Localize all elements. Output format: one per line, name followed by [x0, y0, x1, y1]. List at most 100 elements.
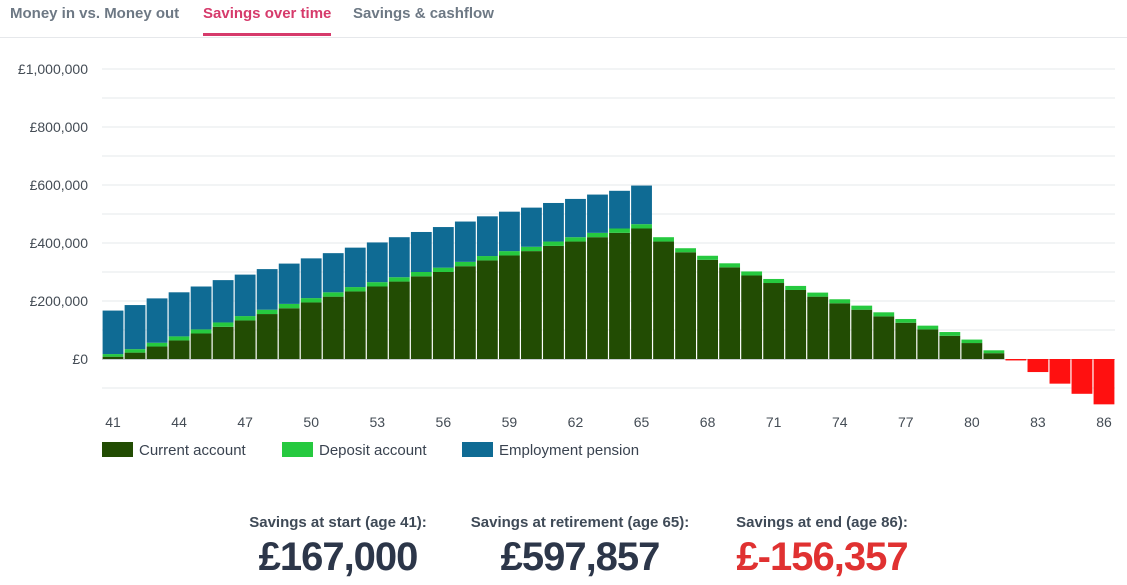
y-tick-label: £1,000,000: [18, 61, 88, 77]
x-tick-label: 74: [832, 414, 848, 430]
bar-segment: [983, 350, 1005, 354]
bar-segment: [168, 340, 190, 359]
chart-bars: [102, 185, 1115, 405]
bar-segment: [102, 310, 124, 355]
bar-segment: [190, 333, 212, 359]
y-tick-label: £200,000: [30, 293, 89, 309]
bar-segment: [190, 286, 212, 330]
bar-segment: [388, 237, 410, 278]
bar-segment: [741, 275, 763, 359]
legend-item-current-account[interactable]: Current account: [102, 442, 246, 459]
tab-savings-over-time[interactable]: Savings over time: [203, 0, 332, 36]
bar-segment: [278, 303, 300, 309]
bar-segment: [410, 231, 432, 272]
bar-segment: [124, 349, 146, 353]
bar-segment: [476, 260, 498, 359]
x-tick-label: 80: [964, 414, 980, 430]
chart-gridlines: [102, 68, 1115, 389]
bar-segment: [983, 353, 1005, 359]
x-tick-label: 50: [303, 414, 319, 430]
x-tick-label: 53: [369, 414, 385, 430]
bar-segment: [190, 329, 212, 334]
bar-segment: [565, 237, 586, 242]
bar-segment: [498, 211, 520, 252]
bar-segment: [388, 277, 410, 282]
bar-segment: [432, 272, 454, 359]
bar-segment: [565, 198, 586, 238]
bar-segment: [344, 247, 366, 288]
bar-segment: [278, 263, 300, 304]
bar-segment: [212, 326, 234, 359]
bar-segment: [961, 343, 983, 359]
bar-segment: [653, 237, 674, 242]
legend-item-deposit-account[interactable]: Deposit account: [282, 442, 427, 459]
summary-end-value: £-156,357: [736, 535, 908, 579]
tab-money-in-vs-out[interactable]: Money in vs. Money out: [10, 5, 180, 22]
bar-segment: [388, 281, 410, 359]
summary-retirement-value: £597,857: [500, 535, 661, 579]
bar-segment: [543, 241, 564, 246]
legend-swatch: [102, 442, 133, 457]
bar-segment: [234, 316, 256, 321]
bar-segment: [631, 185, 652, 225]
bar-segment: [432, 267, 454, 272]
bar-segment: [543, 202, 564, 242]
bar-segment: [807, 292, 829, 297]
x-tick-label: 65: [634, 414, 650, 430]
bar-segment: [543, 245, 564, 359]
x-tick-label: 62: [568, 414, 584, 430]
bar-segment: [498, 251, 520, 256]
bar-segment: [675, 252, 696, 359]
y-tick-label: £600,000: [30, 177, 89, 193]
bar-segment: [498, 255, 520, 359]
bar-segment: [344, 287, 366, 292]
bar-segment: [697, 255, 719, 260]
bar-segment: [697, 259, 719, 359]
legend-swatch: [462, 442, 493, 457]
bar-segment: [146, 346, 168, 359]
bar-segment: [322, 292, 344, 297]
bar-segment: [587, 237, 608, 359]
bar-segment: [1005, 359, 1027, 361]
savings-chart: £1,000,000 £800,000 £600,000 £400,000 £200,0…: [18, 61, 1115, 430]
bar-segment: [653, 241, 674, 359]
bar-segment: [168, 292, 190, 337]
bar-segment: [454, 266, 476, 359]
bar-segment: [278, 308, 300, 359]
x-tick-label: 83: [1030, 414, 1046, 430]
bar-segment: [322, 296, 344, 359]
bar-segment: [454, 221, 476, 262]
bar-segment: [917, 325, 939, 330]
bar-segment: [741, 271, 763, 276]
y-tick-label: £400,000: [30, 235, 89, 251]
bar-segment: [366, 242, 388, 283]
tab-savings-cashflow[interactable]: Savings & cashflow: [353, 5, 494, 22]
bar-segment: [102, 354, 124, 357]
y-tick-label: £0: [72, 351, 88, 367]
legend-label: Current account: [139, 442, 246, 459]
bar-segment: [124, 352, 146, 359]
bar-segment: [609, 228, 630, 233]
bar-segment: [763, 283, 785, 359]
bar-segment: [476, 256, 498, 261]
bar-segment: [719, 267, 741, 359]
bar-segment: [366, 286, 388, 359]
bar-segment: [300, 258, 322, 299]
legend-item-employment-pension[interactable]: Employment pension: [462, 442, 639, 459]
summary-end-label: Savings at end (age 86):: [736, 514, 908, 531]
bar-segment: [565, 241, 586, 359]
legend-swatch: [282, 442, 313, 457]
bar-segment: [234, 274, 256, 317]
bar-segment: [410, 276, 432, 359]
bar-segment: [785, 289, 807, 359]
x-tick-label: 77: [898, 414, 914, 430]
summary-start-label: Savings at start (age 41):: [249, 514, 427, 531]
bar-segment: [1093, 359, 1115, 405]
bar-segment: [895, 318, 917, 323]
bar-segment: [873, 316, 895, 359]
bar-segment: [366, 282, 388, 287]
bar-segment: [454, 261, 476, 267]
x-tick-label: 86: [1096, 414, 1112, 430]
bar-segment: [322, 253, 344, 293]
bar-segment: [256, 269, 278, 310]
